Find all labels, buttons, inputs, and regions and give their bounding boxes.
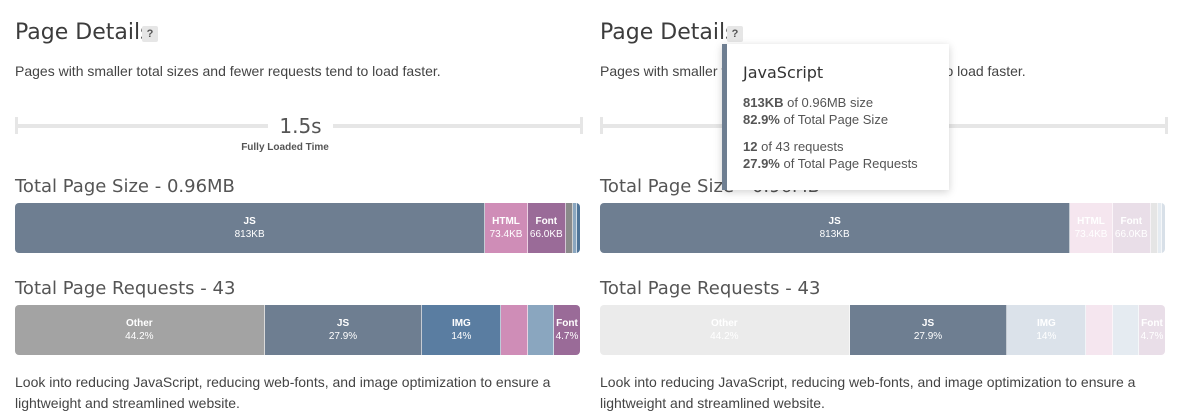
segment-label: JS — [336, 318, 350, 329]
bar-segment-html[interactable]: HTML 73.4KB — [1070, 203, 1113, 253]
bar-segment-img[interactable]: IMG 14% — [1007, 305, 1087, 355]
recommendation-text: Look into reducing JavaScript, reducing … — [600, 374, 1136, 411]
segment-value: 27.9% — [913, 331, 943, 342]
page-details-panel-left: Page Details ? Pages with smaller total … — [15, 0, 590, 420]
segment-label: IMG — [1036, 318, 1056, 329]
tooltip-title: JavaScript — [743, 63, 824, 82]
segment-value: 66.0KB — [529, 229, 563, 240]
segment-value: 813KB — [234, 229, 265, 240]
bar-segment[interactable] — [1161, 203, 1165, 253]
segment-label: HTML — [1077, 216, 1105, 227]
segment-label: Other — [711, 318, 738, 329]
bar-segment[interactable] — [1086, 305, 1113, 355]
segment-value: 44.2% — [125, 331, 154, 342]
segment-value: 14% — [1036, 331, 1057, 342]
bar-segment-html[interactable]: HTML 73.4KB — [485, 203, 528, 253]
page-requests-bar: Other 44.2% JS 27.9% IMG 14% Font 4.7% — [600, 305, 1165, 355]
segment-label: Font — [535, 216, 558, 227]
segment-label: Font — [1141, 318, 1163, 329]
page-details-panel-right: Page Details ? Pages with smaller total … — [600, 0, 1175, 420]
tooltip-size-line: 813KB of 0.96MB size — [743, 95, 874, 110]
bar-segment-js[interactable]: JS 813KB — [600, 203, 1071, 253]
page-title: Page Details — [600, 20, 737, 45]
total-page-requests-title: Total Page Requests - 43 — [600, 278, 821, 299]
segment-value: 66.0KB — [1114, 229, 1148, 240]
page-size-bar: JS 813KB HTML 73.4KB Font 66.0KB — [600, 203, 1165, 253]
total-page-requests-title: Total Page Requests - 43 — [15, 278, 236, 299]
fully-loaded-time-value: 1.5s — [279, 114, 322, 138]
help-icon[interactable]: ? — [727, 26, 743, 42]
tooltip-requests-pct-line: 27.9% of Total Page Requests — [743, 156, 918, 171]
tooltip-size-pct-line: 82.9% of Total Page Size — [743, 112, 889, 127]
bar-segment-js[interactable]: JS 27.9% — [849, 305, 1008, 355]
segment-value: 73.4KB — [1074, 229, 1108, 240]
tooltip-requests-line: 12 of 43 requests — [743, 139, 844, 154]
segment-label: Font — [1120, 216, 1143, 227]
segment-value: 73.4KB — [489, 229, 523, 240]
recommendation-text: Look into reducing JavaScript, reducing … — [15, 374, 551, 411]
bar-segment[interactable] — [1112, 305, 1139, 355]
segment-label: Font — [556, 318, 578, 329]
total-page-size-title: Total Page Size - 0.96MB — [15, 176, 235, 197]
bar-segment[interactable] — [573, 203, 577, 253]
timeline-line — [918, 124, 1168, 128]
segment-value: 27.9% — [328, 331, 358, 342]
timeline-line — [15, 124, 268, 128]
page-requests-bar: Other 44.2% JS 27.9% IMG 14% Font 4.7% — [15, 305, 580, 355]
bar-segment[interactable] — [576, 203, 580, 253]
segment-value: 14% — [451, 331, 472, 342]
bar-segment-js[interactable]: JS 27.9% — [264, 305, 423, 355]
bar-segment-font[interactable]: Font 66.0KB — [1112, 203, 1151, 253]
segment-label: HTML — [492, 216, 520, 227]
segment-label: IMG — [451, 318, 471, 329]
timeline-end-cap — [1165, 117, 1168, 134]
segment-label: Other — [126, 318, 153, 329]
segment-value: 4.7% — [555, 331, 579, 342]
page-size-bar: JS 813KB HTML 73.4KB Font 66.0KB — [15, 203, 580, 253]
bar-segment-font[interactable]: Font 4.7% — [553, 305, 580, 355]
segment-label: JS — [243, 216, 256, 227]
bar-segment[interactable] — [501, 305, 528, 355]
bar-segment-other[interactable]: Other 44.2% — [15, 305, 265, 355]
bar-segment[interactable] — [527, 305, 554, 355]
bar-segment-font[interactable]: Font 4.7% — [1138, 305, 1165, 355]
segment-value: 44.2% — [710, 331, 739, 342]
bar-segment[interactable] — [1158, 203, 1162, 253]
bar-segment-font[interactable]: Font 66.0KB — [527, 203, 566, 253]
page-title: Page Details — [15, 20, 152, 45]
bar-segment[interactable] — [1150, 203, 1159, 253]
help-icon[interactable]: ? — [142, 26, 158, 42]
timeline-line — [333, 124, 583, 128]
segment-value: 813KB — [819, 229, 850, 240]
bar-segment-img[interactable]: IMG 14% — [422, 305, 502, 355]
fully-loaded-timeline: 1.5s — [15, 114, 583, 138]
segment-value: 4.7% — [1140, 331, 1164, 342]
bar-segment-js[interactable]: JS 813KB — [15, 203, 486, 253]
segment-label: JS — [921, 318, 935, 329]
timeline-end-cap — [580, 117, 583, 134]
page-description: Pages with smaller total sizes and fewer… — [15, 63, 441, 79]
segment-label: JS — [828, 216, 841, 227]
bar-segment-other[interactable]: Other 44.2% — [600, 305, 850, 355]
javascript-tooltip: JavaScript 813KB of 0.96MB size 82.9% of… — [722, 44, 949, 190]
fully-loaded-time-label: Fully Loaded Time — [241, 142, 329, 153]
bar-segment[interactable] — [565, 203, 574, 253]
